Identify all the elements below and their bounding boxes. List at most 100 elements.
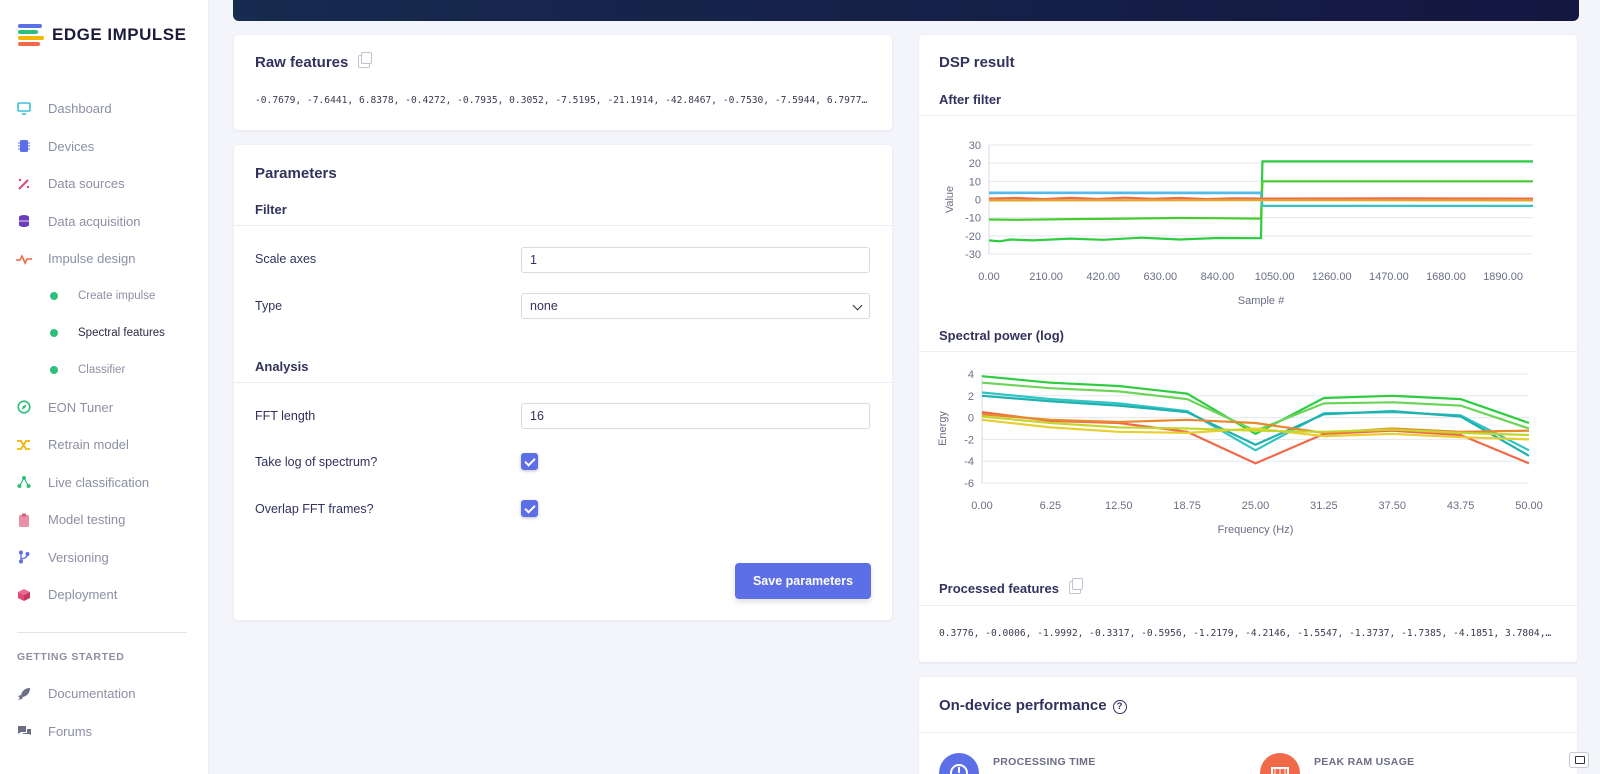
sidebar-item-eon-tuner[interactable]: EON Tuner: [0, 389, 208, 427]
status-dot-icon: [50, 292, 58, 300]
x-tick-label: 37.50: [1378, 500, 1406, 512]
x-tick-label: 6.25: [1040, 500, 1061, 512]
sidebar-subitem-label: Create impulse: [78, 290, 156, 302]
after-filter-heading: After filter: [939, 92, 1002, 107]
sidebar-item-label: Data sources: [48, 176, 125, 192]
scale-axes-label: Scale axes: [255, 252, 317, 266]
dsp-result-title: DSP result: [939, 54, 1015, 71]
log-spectrum-label: Take log of spectrum?: [255, 455, 378, 469]
series-line: [988, 180, 1533, 221]
sidebar-item-dashboard[interactable]: Dashboard: [0, 90, 208, 128]
sidebar-item-label: Deployment: [48, 587, 118, 603]
y-axis-label: Energy: [937, 411, 949, 446]
y-tick-label: -2: [964, 434, 974, 446]
status-dot-icon: [50, 366, 58, 374]
section-divider: [919, 605, 1577, 606]
box-icon: [16, 587, 32, 603]
x-tick-label: 1680.00: [1426, 271, 1466, 283]
type-select-value: none: [530, 299, 558, 313]
sidebar-item-data-acquisition[interactable]: Data acquisition: [0, 203, 208, 241]
shuffle-icon: [16, 437, 32, 453]
sidebar-help-nav: Documentation Forums: [0, 675, 208, 750]
scale-axes-input[interactable]: 1: [521, 247, 870, 273]
analysis-heading: Analysis: [255, 359, 309, 374]
save-parameters-button[interactable]: Save parameters: [735, 563, 871, 599]
sidebar-item-label: EON Tuner: [48, 399, 114, 415]
top-banner: [233, 0, 1579, 21]
sidebar-divider: [17, 632, 187, 633]
y-tick-label: -4: [964, 456, 974, 468]
log-spectrum-checkbox[interactable]: [521, 453, 538, 470]
on-device-performance-card: On-device performance? PROCESSING TIME P…: [919, 677, 1577, 774]
clock-icon: [939, 753, 979, 774]
sidebar-item-forums[interactable]: Forums: [0, 713, 208, 751]
help-icon[interactable]: ?: [1112, 700, 1127, 714]
sidebar-item-label: Dashboard: [48, 101, 112, 117]
pulse-icon: [16, 251, 32, 267]
overlap-fft-checkbox[interactable]: [521, 500, 538, 517]
parameters-title: Parameters: [255, 165, 337, 182]
sidebar-subitem-create-impulse[interactable]: Create impulse: [0, 278, 208, 315]
chat-icon: [16, 723, 32, 739]
y-tick-label: 0: [968, 413, 974, 425]
x-axis-label: Frequency (Hz): [1218, 524, 1294, 536]
chip-icon: [16, 138, 32, 154]
section-divider: [919, 732, 1577, 733]
section-divider: [919, 351, 1577, 352]
type-label: Type: [255, 299, 283, 313]
sidebar: EDGE IMPULSE Dashboard Devices Data sour…: [0, 0, 209, 774]
section-divider: [234, 225, 892, 226]
x-axis-label: Sample #: [1238, 295, 1285, 307]
x-tick-label: 50.00: [1515, 500, 1543, 512]
sidebar-item-label: Model testing: [48, 512, 126, 528]
dsp-result-card: DSP result After filter 30 20 10 0 -10 -20 -30…: [919, 35, 1577, 662]
y-tick-label: 2: [968, 391, 974, 403]
sidebar-item-data-sources[interactable]: Data sources: [0, 165, 208, 203]
monitor-icon: [16, 101, 32, 117]
raw-features-values: -0.7679, -7.6441, 6.8378, -0.4272, -0.79…: [255, 95, 871, 106]
section-label-getting-started: GETTING STARTED: [17, 651, 125, 663]
x-tick-label: 1470.00: [1369, 271, 1409, 283]
sidebar-item-label: Data acquisition: [48, 213, 141, 229]
sidebar-item-retrain-model[interactable]: Retrain model: [0, 426, 208, 464]
y-axis-label: Value: [944, 186, 956, 213]
sidebar-item-versioning[interactable]: Versioning: [0, 539, 208, 577]
series-line: [981, 418, 1530, 441]
type-select[interactable]: none: [521, 293, 870, 319]
y-tick-label: -10: [965, 213, 981, 225]
x-tick-label: 43.75: [1447, 500, 1475, 512]
copy-icon[interactable]: [1068, 578, 1083, 594]
sidebar-item-label: Impulse design: [48, 251, 136, 267]
y-tick-label: 30: [969, 140, 981, 152]
network-icon: [16, 474, 32, 490]
copy-icon[interactable]: [358, 52, 373, 68]
fft-length-input[interactable]: 16: [521, 403, 870, 429]
sidebar-subitem-spectral-features[interactable]: Spectral features: [0, 315, 208, 352]
processed-features-title: Processed features: [939, 578, 1083, 596]
sidebar-item-model-testing[interactable]: Model testing: [0, 501, 208, 539]
feedback-icon[interactable]: [1569, 752, 1589, 768]
on-device-performance-title: On-device performance?: [939, 697, 1127, 714]
sidebar-item-live-classification[interactable]: Live classification: [0, 464, 208, 502]
brand-logo[interactable]: EDGE IMPULSE: [18, 24, 186, 46]
x-tick-label: 840.00: [1201, 271, 1235, 283]
sidebar-item-impulse-design[interactable]: Impulse design: [0, 240, 208, 278]
database-icon: [16, 213, 32, 229]
x-tick-label: 18.75: [1173, 500, 1201, 512]
x-tick-label: 1890.00: [1483, 271, 1523, 283]
filter-heading: Filter: [255, 202, 287, 217]
x-tick-label: 12.50: [1105, 500, 1133, 512]
raw-features-title: Raw features: [255, 52, 373, 71]
peak-ram-label: PEAK RAM USAGE: [1314, 756, 1415, 768]
sidebar-subitem-classifier[interactable]: Classifier: [0, 352, 208, 389]
sidebar-item-deployment[interactable]: Deployment: [0, 576, 208, 614]
sidebar-item-documentation[interactable]: Documentation: [0, 675, 208, 713]
spectral-power-chart: 4 2 0 -2 -4 -6 0.00 6.25 12.50 18.75 25.00 31.25 37.…: [937, 369, 1543, 536]
sidebar-item-devices[interactable]: Devices: [0, 128, 208, 166]
section-divider: [234, 382, 892, 383]
x-tick-label: 31.25: [1310, 500, 1338, 512]
sidebar-item-label: Versioning: [48, 549, 109, 565]
brand-name: EDGE IMPULSE: [52, 25, 187, 44]
y-tick-label: -30: [965, 249, 981, 261]
spectral-power-heading: Spectral power (log): [939, 328, 1064, 343]
